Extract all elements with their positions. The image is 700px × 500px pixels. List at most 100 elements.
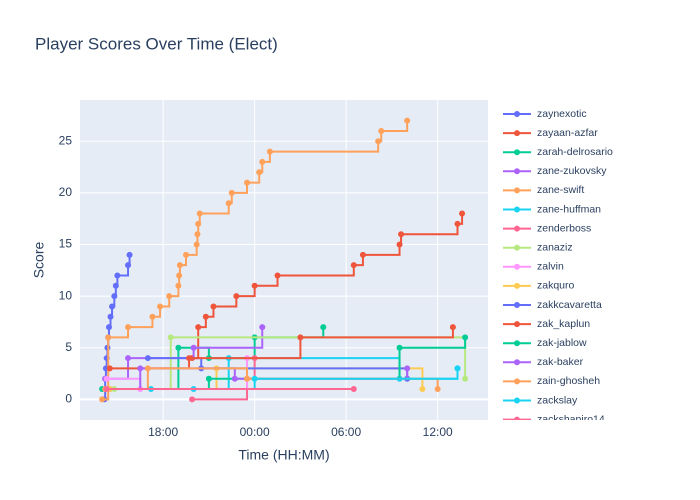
- legend-label[interactable]: zanaziz: [537, 241, 573, 253]
- legend-label[interactable]: zane-huffman: [537, 203, 601, 215]
- marker: [259, 158, 266, 165]
- marker: [176, 262, 183, 269]
- marker: [459, 210, 466, 217]
- y-tick-label: 25: [59, 133, 73, 147]
- marker: [125, 324, 132, 331]
- marker: [419, 386, 426, 393]
- marker: [149, 313, 156, 320]
- marker: [266, 148, 273, 155]
- marker: [175, 344, 182, 351]
- legend-marker: [514, 340, 520, 347]
- marker: [454, 365, 461, 372]
- marker: [105, 334, 112, 341]
- marker: [144, 355, 151, 362]
- y-tick-label: 0: [65, 392, 72, 406]
- marker: [99, 396, 106, 403]
- x-tick-label: 06:00: [331, 425, 361, 439]
- legend-label[interactable]: zarah-delrosario: [537, 146, 613, 158]
- marker: [114, 272, 121, 279]
- legend-label[interactable]: zaynexotic: [537, 108, 587, 120]
- legend-label[interactable]: zackshapiro14: [537, 413, 605, 425]
- legend-marker: [514, 397, 520, 404]
- marker: [166, 293, 173, 300]
- marker: [350, 262, 357, 269]
- marker: [398, 231, 405, 238]
- legend-marker: [514, 263, 520, 270]
- marker: [462, 334, 469, 341]
- marker: [137, 365, 144, 372]
- marker: [112, 282, 119, 289]
- marker: [126, 251, 133, 258]
- marker: [228, 189, 235, 196]
- legend-marker: [514, 416, 520, 420]
- marker: [256, 169, 263, 176]
- legend-label[interactable]: zakkcavaretta: [537, 299, 602, 311]
- marker: [320, 324, 327, 331]
- marker: [125, 262, 132, 269]
- legend-marker: [514, 321, 520, 328]
- marker: [193, 241, 200, 248]
- legend-label[interactable]: zane-swift: [537, 184, 584, 196]
- legend-label[interactable]: zalvin: [537, 261, 564, 273]
- marker: [396, 344, 403, 351]
- legend-marker: [514, 206, 520, 213]
- legend-marker: [514, 149, 520, 156]
- marker: [167, 334, 174, 341]
- marker: [103, 375, 110, 382]
- marker: [189, 396, 196, 403]
- marker: [125, 355, 132, 362]
- chart-title: Player Scores Over Time (Elect): [35, 34, 278, 53]
- legend-marker: [514, 168, 520, 175]
- marker: [190, 344, 197, 351]
- legend-marker: [514, 282, 520, 289]
- marker: [195, 220, 202, 227]
- marker: [231, 375, 238, 382]
- y-tick-label: 5: [65, 340, 72, 354]
- legend-label[interactable]: zak_kaplun: [537, 318, 590, 330]
- marker: [274, 272, 281, 279]
- x-tick-label: 18:00: [148, 425, 178, 439]
- marker: [103, 386, 110, 393]
- marker: [186, 355, 193, 362]
- marker: [106, 365, 113, 372]
- marker: [396, 241, 403, 248]
- x-tick-label: 12:00: [423, 425, 453, 439]
- legend-label[interactable]: zain-ghosheh: [537, 375, 600, 387]
- y-tick-label: 20: [59, 185, 73, 199]
- legend-marker: [514, 111, 520, 117]
- marker: [195, 324, 202, 331]
- legend-label[interactable]: zenderboss: [537, 222, 591, 234]
- marker: [109, 303, 116, 310]
- marker: [175, 282, 182, 289]
- marker: [202, 313, 209, 320]
- marker: [350, 386, 357, 393]
- marker: [144, 365, 151, 372]
- y-axis-title: Score: [31, 242, 47, 279]
- marker: [225, 200, 232, 207]
- y-tick-label: 15: [59, 237, 73, 251]
- x-tick-label: 00:00: [240, 425, 270, 439]
- marker: [434, 386, 441, 393]
- marker: [176, 272, 183, 279]
- legend-marker: [514, 359, 520, 366]
- legend-marker: [514, 225, 520, 232]
- marker: [251, 375, 258, 382]
- legend-label[interactable]: zak-baker: [537, 356, 584, 368]
- legend-label[interactable]: zak-jablow: [537, 337, 587, 349]
- legend-label[interactable]: zakquro: [537, 280, 575, 292]
- legend-label[interactable]: zayaan-azfar: [537, 127, 598, 139]
- legend-label[interactable]: zane-zukovsky: [537, 165, 607, 177]
- marker: [449, 324, 456, 331]
- legend-marker: [514, 378, 520, 385]
- legend-label[interactable]: zackslay: [537, 394, 578, 406]
- marker: [194, 231, 201, 238]
- marker: [454, 220, 461, 227]
- y-tick-label: 10: [59, 288, 73, 302]
- legend-marker: [514, 130, 520, 137]
- marker: [111, 293, 118, 300]
- marker: [251, 282, 258, 289]
- legend-marker: [514, 302, 520, 308]
- x-axis-title: Time (HH:MM): [238, 447, 329, 463]
- marker: [196, 210, 203, 217]
